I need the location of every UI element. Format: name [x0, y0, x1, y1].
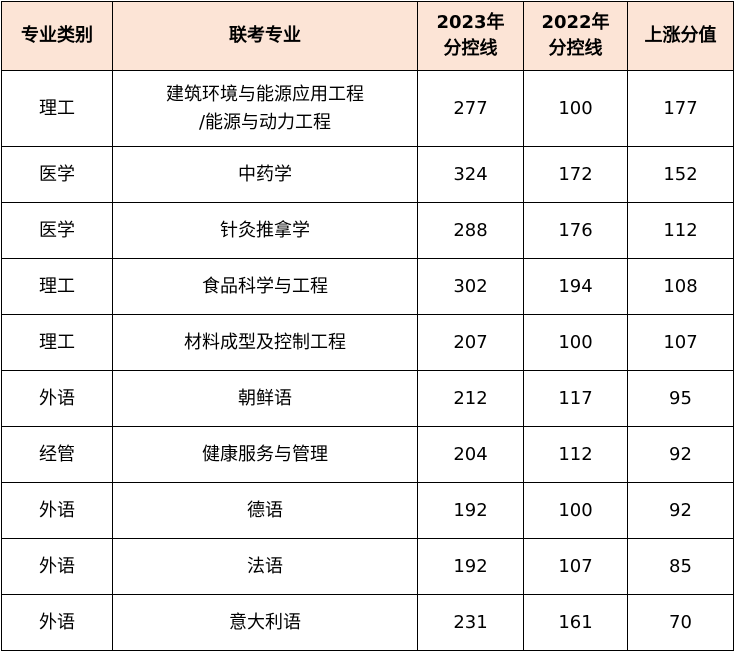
- cell-category: 外语: [1, 594, 113, 651]
- cell-major: 针灸推拿学: [112, 202, 418, 259]
- cell-score-2022: 112: [523, 426, 628, 483]
- cell-score-2023: 302: [417, 258, 524, 315]
- cell-score-2022: 100: [523, 482, 628, 539]
- cell-increase: 92: [627, 426, 734, 483]
- cell-major: 意大利语: [112, 594, 418, 651]
- header-score-2022: 2022年 分控线: [523, 1, 628, 71]
- cell-category: 医学: [1, 146, 113, 203]
- cell-increase: 108: [627, 258, 734, 315]
- table-row: 外语 意大利语 231 161 70: [1, 594, 734, 651]
- cell-score-2023: 212: [417, 370, 524, 427]
- cell-score-2022: 172: [523, 146, 628, 203]
- cell-score-2022: 117: [523, 370, 628, 427]
- cell-major: 建筑环境与能源应用工程 /能源与动力工程: [112, 70, 418, 147]
- cell-major-line1: 建筑环境与能源应用工程: [166, 83, 364, 105]
- cell-score-2023: 324: [417, 146, 524, 203]
- cell-category: 理工: [1, 314, 113, 371]
- cell-increase: 177: [627, 70, 734, 147]
- cell-major: 法语: [112, 538, 418, 595]
- header-score-2023-line1: 2023年: [436, 12, 505, 33]
- cell-category: 理工: [1, 258, 113, 315]
- header-score-2023-line2: 分控线: [443, 38, 498, 59]
- cell-score-2022: 161: [523, 594, 628, 651]
- cell-score-2023: 288: [417, 202, 524, 259]
- cell-category: 外语: [1, 538, 113, 595]
- table-row: 外语 德语 192 100 92: [1, 482, 734, 539]
- table-row: 医学 中药学 324 172 152: [1, 146, 734, 203]
- cell-increase: 152: [627, 146, 734, 203]
- cell-major-line2: /能源与动力工程: [198, 111, 332, 133]
- table-row: 理工 建筑环境与能源应用工程 /能源与动力工程 277 100 177: [1, 70, 734, 147]
- header-major: 联考专业: [112, 1, 418, 71]
- cell-increase: 92: [627, 482, 734, 539]
- cell-score-2023: 204: [417, 426, 524, 483]
- cell-major: 材料成型及控制工程: [112, 314, 418, 371]
- cell-category: 理工: [1, 70, 113, 147]
- cell-major: 食品科学与工程: [112, 258, 418, 315]
- cell-score-2023: 231: [417, 594, 524, 651]
- header-increase-label: 上涨分值: [644, 25, 717, 46]
- table-row: 外语 朝鲜语 212 117 95: [1, 370, 734, 427]
- table-row: 外语 法语 192 107 85: [1, 538, 734, 595]
- cell-score-2022: 100: [523, 70, 628, 147]
- header-increase: 上涨分值: [627, 1, 734, 71]
- cell-score-2022: 194: [523, 258, 628, 315]
- cell-major: 健康服务与管理: [112, 426, 418, 483]
- cell-score-2023: 192: [417, 482, 524, 539]
- cell-category: 外语: [1, 370, 113, 427]
- header-category-label: 专业类别: [21, 25, 93, 46]
- header-score-2022-line1: 2022年: [541, 12, 610, 33]
- cell-major: 德语: [112, 482, 418, 539]
- cell-category: 外语: [1, 482, 113, 539]
- table-row: 理工 食品科学与工程 302 194 108: [1, 258, 734, 315]
- header-score-2022-line2: 分控线: [548, 38, 603, 59]
- cell-increase: 107: [627, 314, 734, 371]
- cell-increase: 95: [627, 370, 734, 427]
- cell-increase: 85: [627, 538, 734, 595]
- table-row: 医学 针灸推拿学 288 176 112: [1, 202, 734, 259]
- table-row: 经管 健康服务与管理 204 112 92: [1, 426, 734, 483]
- table-row: 理工 材料成型及控制工程 207 100 107: [1, 314, 734, 371]
- header-score-2023: 2023年 分控线: [417, 1, 524, 71]
- header-row: 专业类别 联考专业 2023年 分控线 2022年 分控线 上涨分值: [1, 1, 734, 71]
- cell-score-2022: 176: [523, 202, 628, 259]
- cell-score-2023: 192: [417, 538, 524, 595]
- cell-increase: 70: [627, 594, 734, 651]
- cell-score-2023: 277: [417, 70, 524, 147]
- header-major-label: 联考专业: [229, 25, 301, 46]
- header-category: 专业类别: [1, 1, 113, 71]
- cell-category: 医学: [1, 202, 113, 259]
- cell-major: 中药学: [112, 146, 418, 203]
- cell-increase: 112: [627, 202, 734, 259]
- cell-category: 经管: [1, 426, 113, 483]
- cell-major: 朝鲜语: [112, 370, 418, 427]
- cell-score-2022: 100: [523, 314, 628, 371]
- cell-score-2023: 207: [417, 314, 524, 371]
- cell-score-2022: 107: [523, 538, 628, 595]
